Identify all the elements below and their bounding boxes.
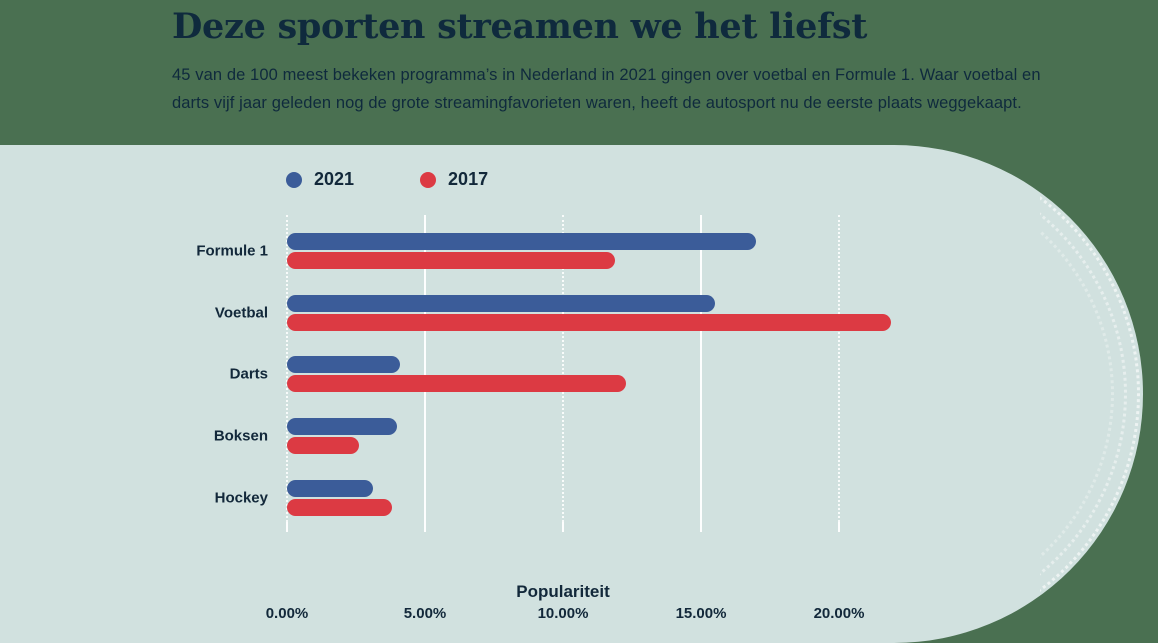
category-label: Voetbal (214, 304, 268, 322)
dotted-arc-decoration (1040, 145, 1143, 643)
category-label: Darts (229, 365, 268, 383)
bar-2017 (287, 437, 359, 455)
plot-area: Formule 1 Voetbal Darts Boksen Hockey 0.00% 5… (196, 215, 905, 622)
category-label: Boksen (213, 427, 268, 445)
subtitle-line-1: 45 van de 100 meest bekeken programma’s … (172, 66, 1041, 84)
bar-2021 (287, 356, 401, 374)
chart-row: Hockey (215, 467, 905, 529)
bar-rows: Formule 1 Voetbal Darts Boksen Hockey (196, 220, 905, 529)
bar-2017 (287, 375, 627, 393)
chart-row: Boksen (214, 405, 905, 467)
category-label: Formule 1 (196, 242, 268, 260)
bar-2021 (287, 418, 398, 436)
axis-tick (562, 522, 564, 532)
axis-tick (838, 522, 840, 532)
bar-2017 (287, 499, 392, 517)
legend-dot-2021-icon (286, 171, 302, 188)
gridline (424, 215, 426, 522)
dotted-ring-icon (1040, 148, 1140, 640)
gridline (838, 215, 840, 522)
bar-2017 (287, 313, 892, 331)
category-label: Hockey (214, 489, 268, 507)
legend-dot-2017-icon (420, 171, 437, 188)
axis-tick (286, 522, 288, 532)
legend-item-2017: 2017 (420, 169, 488, 190)
axis-tick (424, 522, 426, 532)
x-axis-title: Populariteit (516, 582, 610, 601)
subtitle: 45 van de 100 meest bekeken programma’s … (172, 61, 1041, 117)
bar-2021 (287, 294, 715, 312)
bar-2021 (287, 480, 373, 498)
subtitle-line-2: darts vijf jaar geleden nog de grote str… (172, 94, 1022, 112)
chart-panel: 2021 2017 Formule 1 Voetbal Darts Boksen Hoc… (0, 145, 1143, 643)
x-tick-label: 20.00% (813, 605, 865, 622)
gridline (562, 215, 564, 522)
chart-row: Voetbal (215, 282, 905, 344)
legend-item-2021: 2021 (286, 169, 354, 190)
gridline (700, 215, 702, 522)
page-title: Deze sporten streamen we het liefst (172, 6, 868, 47)
x-tick-label: 5.00% (403, 605, 447, 622)
x-tick-label: 15.00% (675, 605, 727, 622)
chart-row: Formule 1 (196, 220, 905, 282)
bar-2021 (287, 232, 757, 250)
dotted-ring-icon (1040, 161, 1127, 627)
chart-legend: 2021 2017 (286, 169, 488, 190)
legend-label-2021: 2021 (314, 169, 355, 189)
x-tick-label: 10.00% (537, 605, 589, 622)
axis-tick (700, 522, 702, 532)
x-tick-label: 0.00% (265, 605, 309, 622)
dotted-ring-icon (1040, 174, 1114, 614)
bar-2017 (287, 251, 616, 269)
legend-label-2017: 2017 (448, 169, 489, 189)
chart-row: Darts (230, 344, 905, 406)
